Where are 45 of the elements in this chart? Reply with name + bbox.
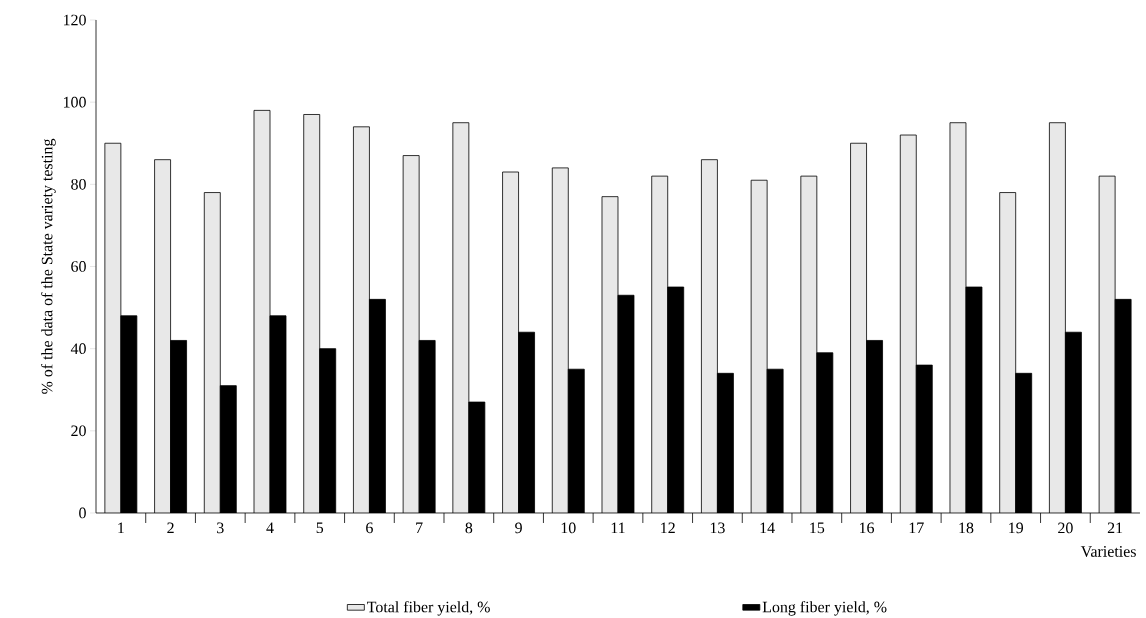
x-tick-label: 10: [561, 522, 576, 534]
bar: [701, 159, 718, 514]
y-tick-label: 60: [71, 261, 86, 273]
bar: [651, 176, 668, 514]
x-tick-label: 16: [859, 522, 875, 534]
x-tick-label: 8: [465, 522, 473, 534]
x-tick-label: 12: [661, 522, 675, 534]
x-tick-label: 11: [611, 522, 625, 534]
y-axis-title: % of the data of the State variety testing: [41, 139, 56, 395]
bar: [900, 135, 917, 514]
legend-label: Total fiber yield, %: [367, 601, 490, 616]
x-tick-label: 4: [266, 522, 274, 534]
x-tick-label: 1: [118, 522, 124, 534]
x-axis-title: Varieties: [1080, 546, 1136, 558]
x-tick-label: 19: [1009, 522, 1023, 534]
x-tick-label: 2: [167, 522, 174, 534]
x-tick-label: 17: [909, 522, 924, 534]
y-tick-label: 0: [79, 507, 86, 519]
bar: [552, 168, 569, 514]
x-tick-label: 13: [710, 522, 725, 534]
legend-label: Long fiber yield, %: [762, 601, 887, 616]
bar: [154, 159, 171, 514]
bar: [502, 172, 519, 514]
x-tick-label: 20: [1058, 522, 1073, 534]
x-tick-label: 3: [217, 522, 224, 534]
x-tick-label: 21: [1107, 522, 1123, 534]
y-tick-label: 20: [71, 425, 86, 437]
bar: [1049, 122, 1066, 514]
y-tick-label: 100: [63, 96, 86, 108]
x-tick-label: 15: [810, 522, 825, 534]
bar: [800, 176, 817, 514]
y-tick-label: 80: [71, 179, 86, 190]
bar: [303, 114, 320, 514]
bar: [353, 126, 370, 514]
bar: [999, 192, 1016, 514]
x-tick-label: 5: [316, 522, 324, 534]
x-tick-label: 7: [416, 522, 423, 534]
bar: [850, 143, 867, 514]
y-tick-label: 40: [70, 343, 86, 355]
x-tick-label: 9: [515, 522, 522, 534]
x-tick-label: 14: [760, 522, 775, 534]
y-tick-label: 120: [63, 14, 86, 26]
x-tick-label: 6: [366, 522, 373, 534]
bar: [204, 192, 221, 514]
x-tick-label: 18: [959, 522, 974, 534]
